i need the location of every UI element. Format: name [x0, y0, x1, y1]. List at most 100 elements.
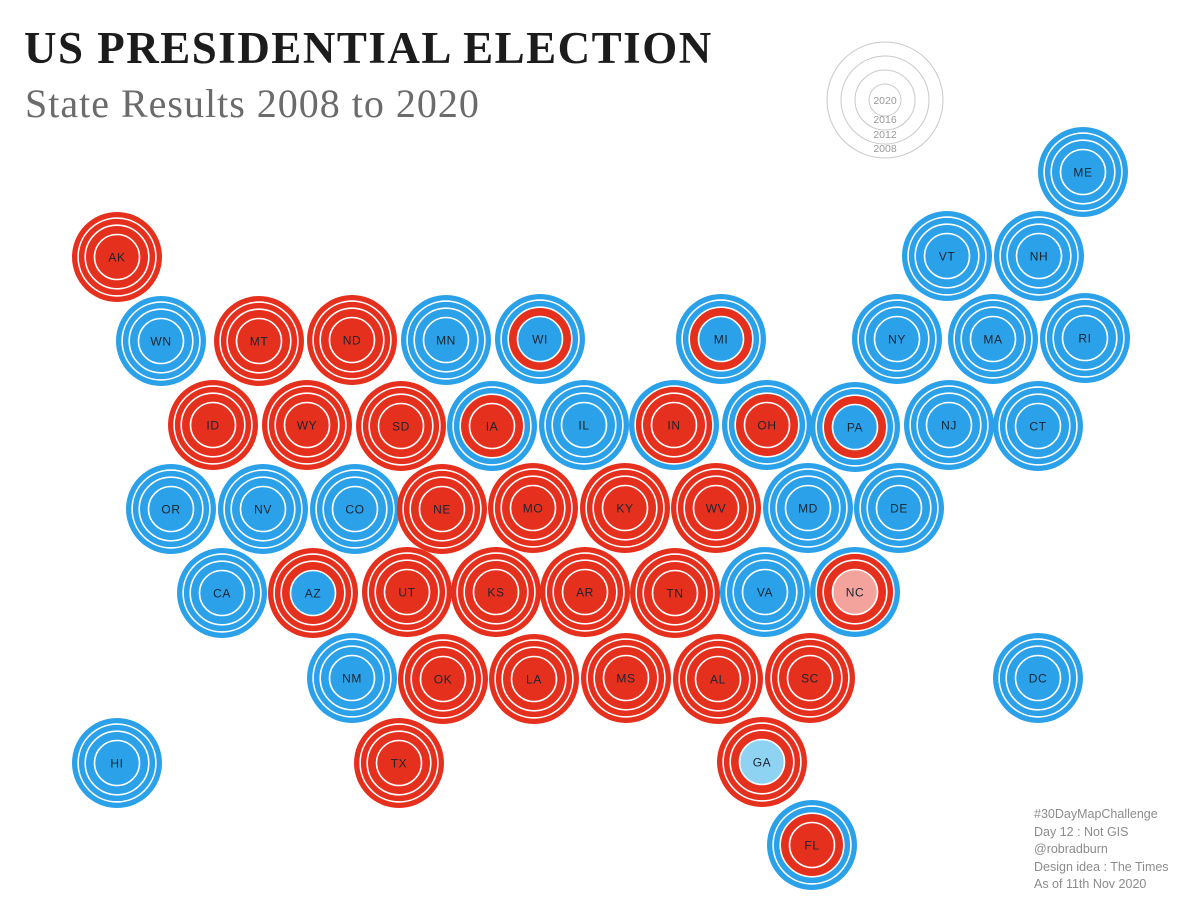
state-ky-ring-2020	[601, 484, 649, 532]
state-nm-ring-2020	[328, 654, 376, 702]
state-ak: AK	[72, 212, 162, 302]
state-ny-label: NY	[888, 333, 906, 347]
state-ga: GA	[717, 717, 807, 807]
state-ri-ring-2020	[1061, 314, 1109, 362]
state-mn-label: MN	[436, 334, 456, 348]
state-mi: MI	[676, 294, 766, 384]
legend-year-2008: 2008	[873, 143, 897, 155]
state-wv-label: WV	[706, 502, 727, 516]
state-va-ring-2020	[741, 568, 789, 616]
state-md-label: MD	[798, 502, 818, 516]
state-mi-ring-2020	[697, 315, 745, 363]
state-ca: CA	[177, 548, 267, 638]
state-wy-ring-2020	[283, 401, 331, 449]
state-md: MD	[763, 463, 853, 553]
state-ct: CT	[993, 381, 1083, 471]
state-hi-label: HI	[110, 757, 123, 771]
state-nh: NH	[994, 211, 1084, 301]
state-ne-label: NE	[433, 503, 451, 517]
state-al-ring-2020	[694, 655, 742, 703]
state-ia: IA	[447, 381, 537, 471]
state-sd: SD	[356, 381, 446, 471]
legend-year-2020: 2020	[873, 95, 897, 107]
state-in-ring-2020	[650, 401, 698, 449]
state-oh-label: OH	[757, 419, 776, 433]
state-id: ID	[168, 380, 258, 470]
legend-ring-2008	[826, 41, 944, 159]
state-ct-label: CT	[1029, 420, 1046, 434]
attribution-block: #30DayMapChallenge Day 12 : Not GIS @rob…	[1034, 806, 1169, 894]
state-az-ring-2020	[289, 569, 337, 617]
attribution-line: #30DayMapChallenge	[1034, 807, 1158, 821]
state-va-label: VA	[757, 586, 773, 600]
state-ca-ring-2020	[198, 569, 246, 617]
state-ky-label: KY	[616, 502, 633, 516]
state-nj: NJ	[904, 380, 994, 470]
state-ct-ring-2020	[1014, 402, 1062, 450]
state-mt-label: MT	[250, 335, 269, 349]
state-wv-ring-2020	[692, 484, 740, 532]
attribution-line: Design idea : The Times	[1034, 859, 1169, 874]
state-nv-label: NV	[254, 503, 272, 517]
state-mo-ring-2020	[509, 484, 557, 532]
state-oh-ring-2020	[743, 401, 791, 449]
state-il-ring-2020	[560, 401, 608, 449]
state-sd-ring-2020	[377, 402, 425, 450]
state-hi: HI	[72, 718, 162, 808]
state-nc-label: NC	[846, 586, 865, 600]
state-dc: DC	[993, 633, 1083, 723]
legend-year-2016: 2016	[873, 114, 897, 126]
state-ok: OK	[398, 634, 488, 724]
state-fl-label: FL	[804, 839, 819, 853]
state-or-ring-2020	[147, 485, 195, 533]
state-wn: WN	[116, 296, 206, 386]
state-ma: MA	[948, 294, 1038, 384]
state-nj-label: NJ	[941, 419, 957, 433]
legend-year-2012: 2012	[873, 129, 897, 141]
page-title: US PRESIDENTIAL ELECTION	[24, 23, 713, 73]
state-ga-label: GA	[753, 756, 772, 770]
state-ga-ring-2020	[738, 738, 786, 786]
state-me: ME	[1038, 127, 1128, 217]
state-ia-label: IA	[486, 420, 499, 434]
state-ms-label: MS	[616, 672, 635, 686]
state-nv-ring-2020	[239, 485, 287, 533]
state-wi-ring-2020	[516, 315, 564, 363]
state-dc-label: DC	[1029, 672, 1048, 686]
state-ia-ring-2020	[468, 402, 516, 450]
state-ma-label: MA	[983, 333, 1002, 347]
state-az: AZ	[268, 548, 358, 638]
state-va: VA	[720, 547, 810, 637]
state-il: IL	[539, 380, 629, 470]
state-ut-ring-2020	[383, 568, 431, 616]
state-sd-label: SD	[392, 420, 410, 434]
state-ri-label: RI	[1078, 332, 1091, 346]
state-ny: NY	[852, 294, 942, 384]
state-pa-label: PA	[847, 421, 863, 435]
state-wi-label: WI	[532, 333, 548, 347]
state-ok-ring-2020	[419, 655, 467, 703]
state-mt-ring-2020	[235, 317, 283, 365]
attribution-line: @robradburn	[1034, 842, 1108, 856]
state-mt: MT	[214, 296, 304, 386]
state-id-label: ID	[206, 419, 219, 433]
state-co-ring-2020	[331, 485, 379, 533]
state-tn-ring-2020	[651, 569, 699, 617]
state-tn: TN	[630, 548, 720, 638]
state-de-ring-2020	[875, 484, 923, 532]
state-ut-label: UT	[398, 586, 415, 600]
legend-ring-2012	[840, 55, 930, 145]
state-nj-ring-2020	[925, 401, 973, 449]
state-il-label: IL	[578, 419, 589, 433]
state-ks-label: KS	[487, 586, 504, 600]
state-nc: NC	[810, 547, 900, 637]
state-ms: MS	[581, 633, 671, 723]
attribution-line: As of 11th Nov 2020	[1034, 877, 1147, 891]
state-tn-label: TN	[666, 587, 683, 601]
state-in: IN	[629, 380, 719, 470]
state-ri: RI	[1040, 293, 1130, 383]
state-me-ring-2020	[1059, 148, 1107, 196]
states-group: ME AK VT NH WN MT ND MN WI MI NY MA RI ID WY SD IA IL IN OH…	[72, 127, 1130, 890]
attribution-line: Day 12 : Not GIS	[1034, 824, 1129, 839]
